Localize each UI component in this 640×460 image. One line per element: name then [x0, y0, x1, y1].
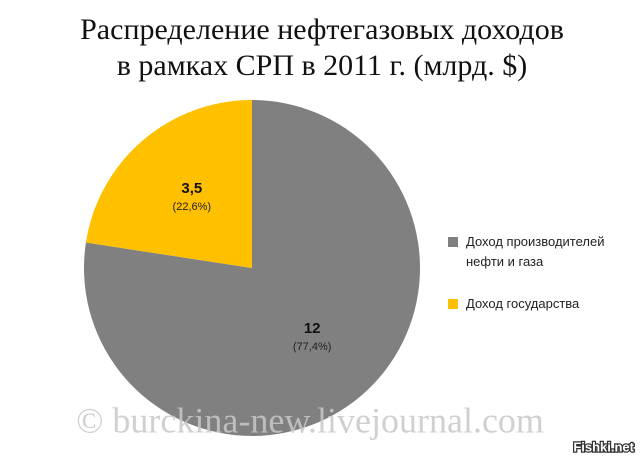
legend-label: Доход производителей нефти и газа	[466, 234, 605, 269]
pie-slice	[85, 100, 253, 268]
value-label: 12	[304, 320, 321, 337]
value-label: 3,5	[181, 180, 202, 197]
legend: Доход производителей нефти и газа Доход г…	[448, 232, 628, 336]
percent-label: (22,6%)	[173, 201, 212, 213]
source: Fishki.net	[573, 439, 634, 454]
legend-item: Доход производителей нефти и газа	[448, 232, 628, 272]
chart-title: Распределение нефтегазовых доходов	[80, 13, 564, 46]
legend-swatch	[448, 299, 458, 309]
legend-swatch	[448, 237, 458, 247]
legend-label: Доход государства	[466, 296, 580, 311]
percent-label: (77,4%)	[293, 341, 332, 353]
watermark: © burckina-new.livejournal.com	[76, 400, 544, 440]
legend-item: Доход государства	[448, 294, 628, 314]
chart-title: в рамках СРП в 2011 г. (млрд. $)	[117, 49, 528, 82]
